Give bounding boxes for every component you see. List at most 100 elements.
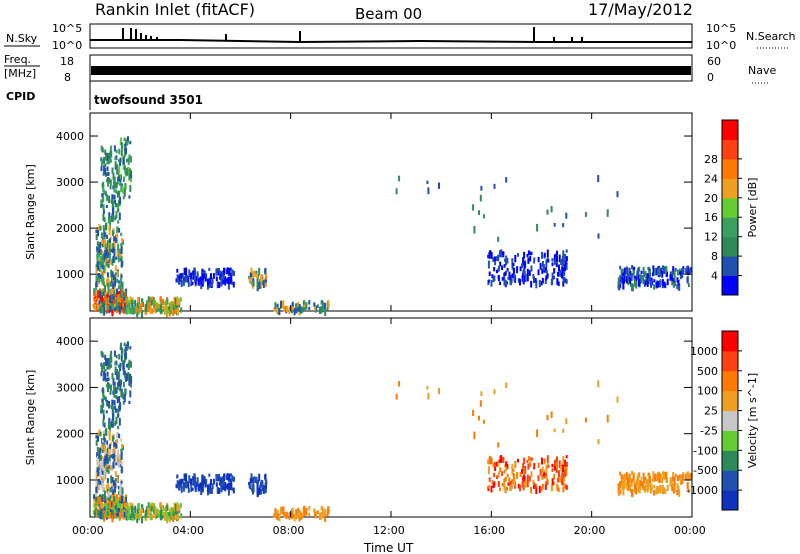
data-cell xyxy=(116,374,119,380)
data-cell xyxy=(619,275,622,283)
data-cell xyxy=(123,512,126,518)
data-cell xyxy=(97,274,100,280)
data-cell xyxy=(551,463,554,468)
data-cell xyxy=(111,199,114,205)
data-cell xyxy=(184,268,187,275)
data-cell xyxy=(556,278,559,284)
data-cell xyxy=(124,388,127,397)
data-cell xyxy=(203,270,206,274)
nave-tick-bottom: 0 xyxy=(707,71,714,84)
data-cell xyxy=(129,168,132,174)
data-cell xyxy=(100,405,103,411)
data-cell xyxy=(120,232,123,237)
data-cell xyxy=(100,475,103,482)
data-cell xyxy=(105,428,108,436)
data-cell xyxy=(99,304,102,308)
data-cell xyxy=(537,462,540,468)
data-cell xyxy=(101,306,104,314)
data-cell xyxy=(630,489,633,497)
data-cell xyxy=(95,298,98,303)
data-cell xyxy=(508,477,511,483)
data-cell xyxy=(120,174,122,180)
data-cell xyxy=(488,271,491,276)
data-cell xyxy=(109,306,112,312)
data-cell xyxy=(112,211,115,219)
data-cell xyxy=(621,478,624,482)
data-cell xyxy=(113,449,116,458)
data-cell xyxy=(109,442,112,446)
data-cell xyxy=(96,459,99,465)
data-cell xyxy=(166,298,169,305)
data-cell xyxy=(673,271,676,278)
data-cell xyxy=(179,503,182,508)
data-cell xyxy=(231,487,234,491)
data-cell xyxy=(229,272,232,277)
data-cell xyxy=(126,503,129,508)
data-cell xyxy=(532,479,535,485)
data-cell xyxy=(565,418,568,425)
data-cell xyxy=(118,371,121,379)
data-cell xyxy=(264,268,267,274)
data-cell xyxy=(256,273,259,279)
data-cell xyxy=(657,486,659,494)
data-cell xyxy=(161,299,164,304)
data-cell xyxy=(174,503,177,510)
data-cell xyxy=(630,283,633,291)
data-cell xyxy=(254,479,257,483)
data-cell xyxy=(103,156,105,165)
data-cell xyxy=(119,402,122,410)
data-cell xyxy=(496,269,498,274)
data-cell xyxy=(172,303,175,308)
data-cell xyxy=(657,281,659,288)
data-cell xyxy=(105,253,108,262)
data-cell xyxy=(497,481,500,486)
data-cell xyxy=(101,494,104,498)
data-cell xyxy=(543,252,546,258)
data-cell xyxy=(221,278,224,285)
data-cell xyxy=(498,253,501,258)
data-cell xyxy=(321,308,324,313)
data-cell xyxy=(119,362,122,368)
data-cell xyxy=(109,390,112,395)
data-cell xyxy=(196,271,199,278)
colorbar-segment xyxy=(722,331,738,352)
data-cell xyxy=(147,302,150,310)
y-tick-label: 1000 xyxy=(56,268,84,281)
data-cell xyxy=(124,301,127,305)
data-cell xyxy=(653,490,656,496)
data-cell xyxy=(584,212,587,217)
data-cell xyxy=(102,271,105,276)
data-cell xyxy=(669,480,672,487)
data-cell xyxy=(106,384,109,388)
data-cell xyxy=(115,238,118,244)
data-cell xyxy=(260,283,263,289)
colorbar-tick-label: 25 xyxy=(704,405,718,418)
data-cell xyxy=(537,269,540,276)
data-cell xyxy=(253,270,256,274)
x-tick-label: 00:00 xyxy=(72,524,104,537)
data-cell xyxy=(276,513,279,520)
data-cell xyxy=(540,487,543,492)
data-cell xyxy=(111,194,114,200)
nsky-label: N.Sky xyxy=(6,32,38,45)
data-cell xyxy=(112,413,114,421)
data-cell xyxy=(110,159,113,163)
freq-band xyxy=(91,66,691,75)
colorbar-tick-label: 100 xyxy=(697,385,718,398)
data-cell xyxy=(174,297,177,304)
data-cell xyxy=(327,506,330,515)
data-cell xyxy=(210,479,212,485)
data-cell xyxy=(282,300,285,308)
data-cell xyxy=(664,474,667,480)
data-cell xyxy=(661,270,664,278)
data-cell xyxy=(314,510,316,517)
data-cell xyxy=(492,483,495,488)
data-cell xyxy=(499,261,502,267)
data-cell xyxy=(541,483,544,490)
data-cell xyxy=(121,392,124,399)
data-cell xyxy=(115,395,118,400)
data-cell xyxy=(96,467,99,473)
data-cell xyxy=(527,456,530,461)
data-cell xyxy=(127,341,129,346)
data-cell xyxy=(111,506,114,512)
